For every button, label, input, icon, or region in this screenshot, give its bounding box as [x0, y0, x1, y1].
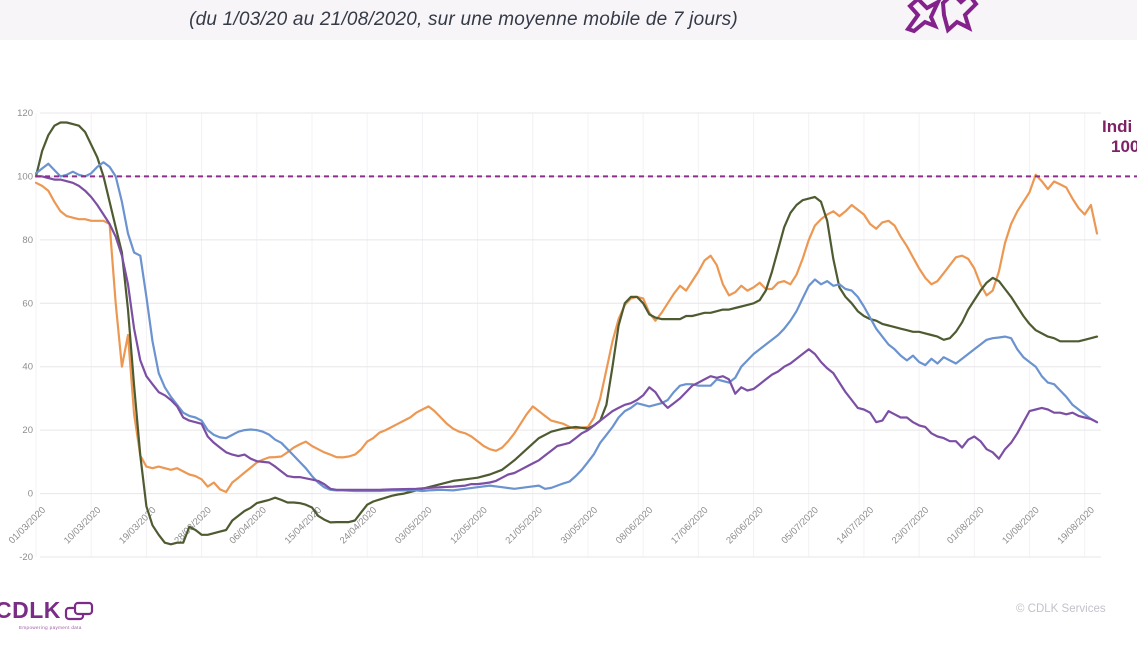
- x-tick-label: 12/05/2020: [448, 505, 489, 546]
- overlapping-cards-icon: [64, 601, 93, 620]
- x-tick-label: 14/07/2020: [835, 505, 876, 546]
- series-line-vert-fonce: [34, 121, 1099, 546]
- x-tick-label: 17/06/2020: [669, 505, 710, 546]
- x-tick-label: 26/06/2020: [724, 505, 765, 546]
- x-tick-label: 05/07/2020: [779, 505, 820, 546]
- chart-subtitle: (du 1/03/20 au 21/08/2020, sur une moyen…: [189, 9, 738, 30]
- y-tick-label: 40: [22, 362, 33, 373]
- x-tick-label: 24/04/2020: [338, 505, 379, 546]
- series-line-bleu: [34, 161, 1099, 493]
- indice-100-label: Indi 100: [1102, 117, 1137, 157]
- x-tick-label: 03/05/2020: [393, 505, 434, 546]
- x-tick-label: 15/04/2020: [283, 505, 324, 546]
- x-tick-label: 19/08/2020: [1055, 505, 1096, 546]
- cdlk-tagline: Empowering payment data: [19, 625, 82, 630]
- y-tick-label: 80: [22, 235, 33, 246]
- indice-100-line1: Indi: [1102, 117, 1133, 136]
- y-tick-label: 100: [17, 171, 33, 182]
- y-tick-label: 60: [22, 298, 33, 309]
- series-line-violet: [34, 175, 1099, 491]
- x-tick-label: 23/07/2020: [890, 505, 931, 546]
- x-tick-label: 10/08/2020: [1000, 505, 1041, 546]
- cdlk-logo: CDLK Empowering payment data: [0, 597, 115, 630]
- indice-100-line2: 100: [1111, 137, 1137, 157]
- cdlk-logo-text: CDLK: [0, 597, 61, 623]
- y-tick-label: 120: [17, 108, 33, 119]
- x-tick-label: 30/05/2020: [559, 505, 600, 546]
- y-tick-label: 20: [22, 425, 33, 436]
- x-tick-label: 01/08/2020: [945, 505, 986, 546]
- copyright-text: © CDLK Services: [1016, 603, 1106, 615]
- y-tick-label: -20: [19, 552, 33, 563]
- series-line-orange: [34, 173, 1099, 494]
- x-tick-label: 21/05/2020: [503, 505, 544, 546]
- x-tick-label: 06/04/2020: [228, 505, 269, 546]
- y-tick-label: 0: [28, 489, 33, 500]
- x-tick-label: 01/03/2020: [7, 505, 48, 546]
- title-bar: (du 1/03/20 au 21/08/2020, sur une moyen…: [0, 0, 1137, 40]
- x-tick-label: 28/03/2020: [172, 505, 213, 546]
- x-tick-label: 08/06/2020: [614, 505, 655, 546]
- x-tick-label: 10/03/2020: [62, 505, 103, 546]
- plane-icon: [904, 0, 979, 34]
